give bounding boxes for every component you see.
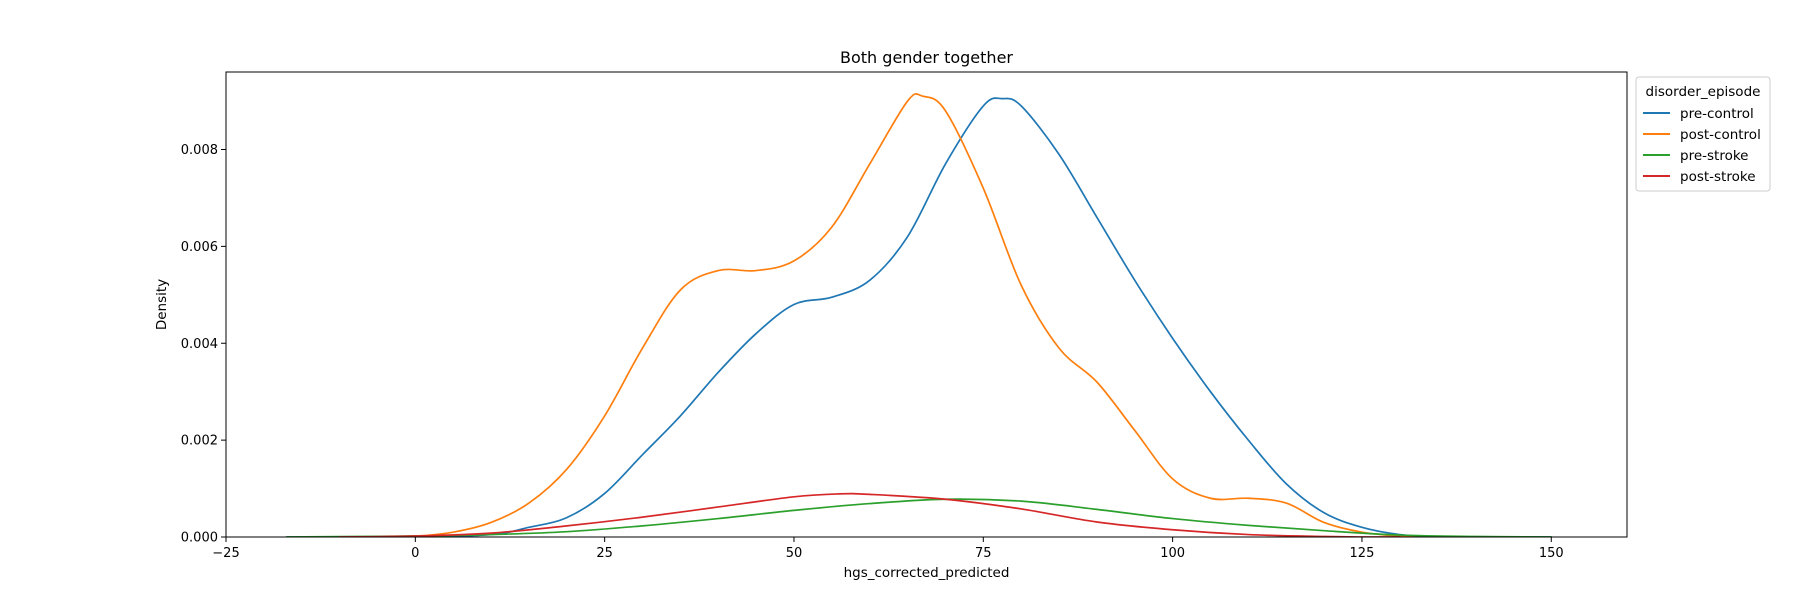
legend-title: disorder_episode xyxy=(1646,84,1761,100)
x-tick-label: 0 xyxy=(411,546,419,561)
x-tick-label: 50 xyxy=(786,546,803,561)
y-tick-label: 0.000 xyxy=(181,531,218,546)
x-tick-label: 75 xyxy=(975,546,992,561)
x-tick-label: 150 xyxy=(1539,546,1564,561)
series-line-pre-control xyxy=(285,97,1553,537)
legend-box xyxy=(1635,76,1771,192)
x-tick-label: 100 xyxy=(1160,546,1185,561)
x-tick-label: 25 xyxy=(596,546,613,561)
series-group xyxy=(285,92,1553,537)
y-tick-label: 0.004 xyxy=(181,337,218,352)
y-tick-label: 0.006 xyxy=(181,240,218,255)
y-tick-label: 0.008 xyxy=(181,143,218,158)
legend-label-post-control: post-control xyxy=(1680,127,1761,143)
x-axis-label: hgs_corrected_predicted xyxy=(844,565,1010,581)
series-line-post-control xyxy=(353,92,1439,537)
plot-area: −25 0 25 50 75 100 125 150 0.000 0.002 0.004 0.006 0… xyxy=(181,71,1628,561)
legend-label-pre-control: pre-control xyxy=(1680,106,1754,122)
legend: disorder_episode pre-control post-control p… xyxy=(1635,76,1771,192)
x-tick-label: −25 xyxy=(212,546,239,561)
y-axis-label: Density xyxy=(154,279,170,330)
legend-label-post-stroke: post-stroke xyxy=(1680,169,1756,185)
y-tick-label: 0.002 xyxy=(181,434,218,449)
plot-frame xyxy=(225,71,1628,538)
x-tick-label: 125 xyxy=(1350,546,1375,561)
series-line-post-stroke xyxy=(338,492,1401,537)
legend-label-pre-stroke: pre-stroke xyxy=(1680,148,1748,164)
chart-title: Both gender together xyxy=(840,48,1013,67)
